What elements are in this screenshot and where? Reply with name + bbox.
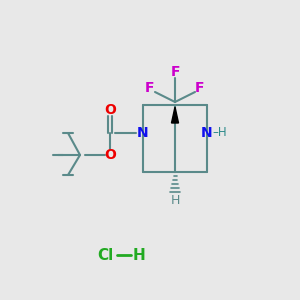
Text: O: O [104,148,116,162]
Text: –H: –H [212,125,226,139]
Text: H: H [170,194,180,206]
Text: Cl: Cl [97,248,113,262]
Text: N: N [201,126,213,140]
Text: F: F [195,81,205,95]
Polygon shape [172,107,178,123]
Text: N: N [137,126,149,140]
Text: F: F [170,65,180,79]
Text: H: H [133,248,146,262]
Text: O: O [104,103,116,117]
Text: F: F [145,81,155,95]
